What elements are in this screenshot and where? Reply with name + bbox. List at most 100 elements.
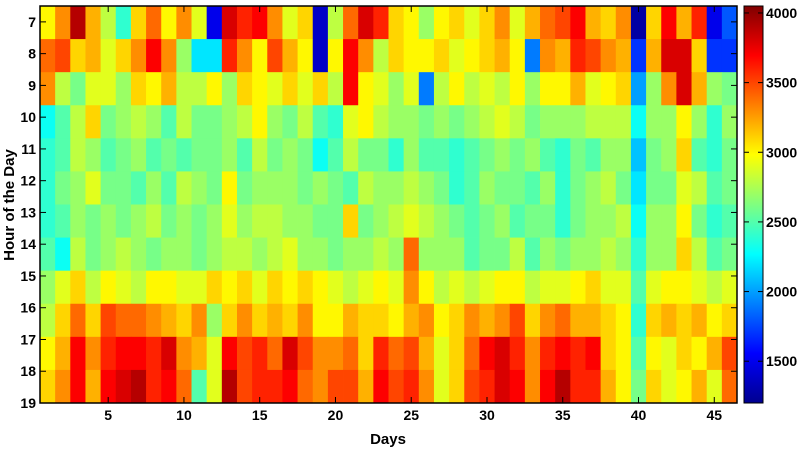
heatmap-cell xyxy=(388,72,405,106)
heatmap-cell xyxy=(676,6,692,40)
heatmap-cell xyxy=(327,336,344,371)
heatmap-cell xyxy=(191,72,208,106)
heatmap-cell xyxy=(267,237,283,272)
heatmap-cell xyxy=(555,72,571,106)
heatmap-cell xyxy=(130,369,147,404)
heatmap-cell xyxy=(297,105,314,139)
heatmap-cell xyxy=(600,270,617,305)
heatmap-cell xyxy=(282,39,298,73)
heatmap-cell xyxy=(676,39,692,73)
heatmap-cell xyxy=(55,72,71,106)
heatmap-cell xyxy=(661,39,677,73)
heatmap-cell xyxy=(630,204,647,238)
heatmap-cell xyxy=(252,336,268,371)
heatmap-cell xyxy=(373,204,389,238)
heatmap-cell xyxy=(70,369,86,404)
heatmap-cell xyxy=(418,171,435,205)
heatmap-cell xyxy=(130,105,147,139)
colorbar-tick-label: 1500 xyxy=(766,353,797,369)
heatmap-cell xyxy=(267,369,283,404)
colorbar-ticks: 1500 2000 2500 3000 3500 4000 xyxy=(744,5,797,369)
heatmap-cell xyxy=(191,105,208,139)
heatmap-cell xyxy=(600,336,617,371)
heatmap-cell xyxy=(40,303,56,338)
heatmap-cell xyxy=(479,171,495,205)
heatmap-cell xyxy=(661,171,677,205)
heatmap-cell xyxy=(509,369,526,404)
heatmap-cell xyxy=(221,270,238,305)
heatmap-cell xyxy=(297,237,314,272)
heatmap-cell xyxy=(630,270,647,305)
heatmap-cell xyxy=(146,336,162,371)
heatmap-cell xyxy=(40,6,56,40)
heatmap-cell xyxy=(55,138,71,172)
heatmap-cell xyxy=(600,138,617,172)
heatmap-cell xyxy=(252,105,268,139)
heatmap-cell xyxy=(509,303,526,338)
heatmap-cell xyxy=(176,6,192,40)
heatmap-cell xyxy=(130,237,147,272)
heatmap-cell xyxy=(297,6,314,40)
heatmap-cell xyxy=(433,204,450,238)
colorbar-tick-label: 2500 xyxy=(766,214,797,230)
heatmap-cell xyxy=(615,138,632,172)
heatmap-cell xyxy=(206,72,223,106)
heatmap-cell xyxy=(312,6,329,40)
heatmap-cell xyxy=(130,138,147,172)
heatmap-cell xyxy=(494,105,511,139)
heatmap-cell xyxy=(403,270,420,305)
heatmap-cell xyxy=(570,369,586,404)
heatmap-cell xyxy=(615,105,632,139)
heatmap-cell xyxy=(373,270,389,305)
x-tick-label: 40 xyxy=(631,407,647,423)
heatmap-cell xyxy=(600,6,617,40)
y-tick-label: 8 xyxy=(28,46,36,62)
heatmap-cell xyxy=(358,237,374,272)
heatmap-cell xyxy=(615,237,632,272)
heatmap-cell xyxy=(115,39,132,73)
heatmap-cell xyxy=(312,336,329,371)
heatmap-cell xyxy=(161,39,177,73)
heatmap-cell xyxy=(297,270,314,305)
heatmap-cell xyxy=(40,39,56,73)
heatmap-cell xyxy=(267,105,283,139)
heatmap-cell xyxy=(494,369,511,404)
heatmap-cell xyxy=(85,138,102,172)
heatmap-cell xyxy=(479,72,495,106)
heatmap-cell xyxy=(343,39,359,73)
heatmap-cell xyxy=(524,6,541,40)
heatmap-cell xyxy=(540,336,556,371)
heatmap-cell xyxy=(555,171,571,205)
y-tick-label: 11 xyxy=(21,141,36,157)
heatmap-cell xyxy=(433,270,450,305)
heatmap-cell xyxy=(630,237,647,272)
heatmap-cell xyxy=(358,72,374,106)
heatmap-cell xyxy=(691,336,708,371)
heatmap-cell xyxy=(146,39,162,73)
heatmap-cell xyxy=(282,72,298,106)
heatmap-cell xyxy=(600,105,617,139)
heatmap-cell xyxy=(115,6,132,40)
heatmap-cell xyxy=(70,105,86,139)
heatmap-cell xyxy=(55,270,71,305)
heatmap-cell xyxy=(85,171,102,205)
heatmap-cell xyxy=(70,138,86,172)
heatmap-cell xyxy=(418,237,435,272)
heatmap-cell xyxy=(570,105,586,139)
heatmap-cell xyxy=(661,303,677,338)
heatmap-cell xyxy=(282,336,298,371)
heatmap-cell xyxy=(358,6,374,40)
heatmap-cell xyxy=(297,138,314,172)
heatmap-cell xyxy=(585,39,602,73)
heatmap-cell xyxy=(312,237,329,272)
heatmap-cell xyxy=(494,303,511,338)
heatmap-cell xyxy=(585,105,602,139)
heatmap-cell xyxy=(464,204,480,238)
heatmap-cell xyxy=(115,270,132,305)
heatmap-cell xyxy=(691,237,708,272)
heatmap-cell xyxy=(570,138,586,172)
heatmap-cell xyxy=(494,204,511,238)
heatmap-cell xyxy=(343,105,359,139)
heatmap-cell xyxy=(40,105,56,139)
heatmap-cell xyxy=(55,336,71,371)
